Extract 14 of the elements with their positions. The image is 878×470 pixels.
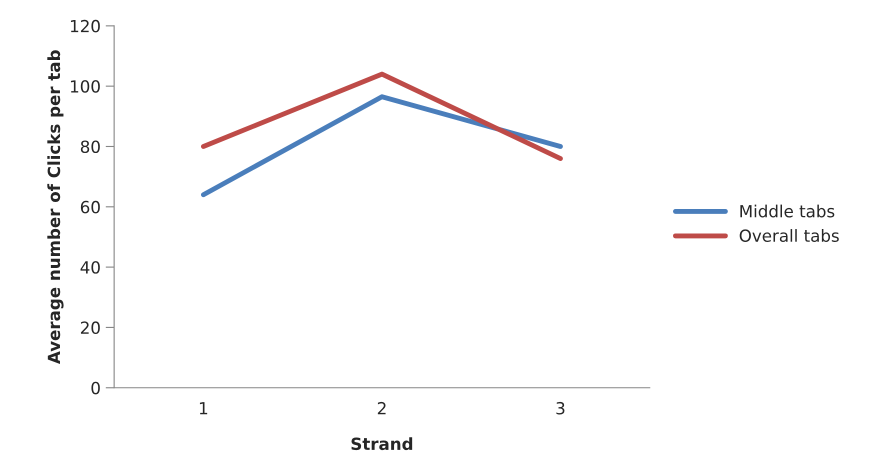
y-tick-label: 20 [80, 321, 100, 334]
y-axis-title: Average number of Clicks per tab [47, 50, 64, 364]
y-tick-label: 60 [80, 200, 100, 214]
x-tick-label: 3 [556, 402, 564, 415]
y-tick-label: 40 [80, 261, 100, 274]
y-tick-label: 100 [70, 80, 100, 93]
y-tick-label: 120 [70, 20, 100, 32]
legend-label: Overall tabs [740, 229, 839, 242]
y-tick-label: 80 [80, 140, 100, 154]
y-tick-label: 0 [91, 382, 100, 394]
x-tick-label: 1 [200, 402, 208, 414]
legend-label: Middle tabs [740, 204, 834, 218]
x-axis-title: Strand [352, 437, 412, 450]
x-tick-label: 2 [378, 402, 386, 414]
